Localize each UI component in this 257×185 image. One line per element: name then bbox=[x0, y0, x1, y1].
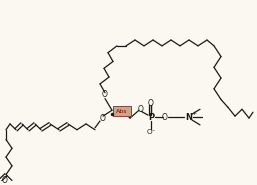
FancyBboxPatch shape bbox=[113, 106, 131, 116]
Text: O: O bbox=[102, 90, 108, 99]
Text: O: O bbox=[100, 114, 106, 122]
Text: O: O bbox=[138, 105, 144, 114]
Text: O: O bbox=[162, 113, 168, 122]
Text: O: O bbox=[148, 99, 154, 108]
Text: O: O bbox=[2, 176, 8, 185]
Text: N: N bbox=[186, 113, 192, 122]
Text: +: + bbox=[191, 111, 197, 116]
Text: Abs: Abs bbox=[116, 109, 128, 114]
Text: O⁻: O⁻ bbox=[146, 129, 156, 135]
Text: P: P bbox=[148, 113, 154, 122]
